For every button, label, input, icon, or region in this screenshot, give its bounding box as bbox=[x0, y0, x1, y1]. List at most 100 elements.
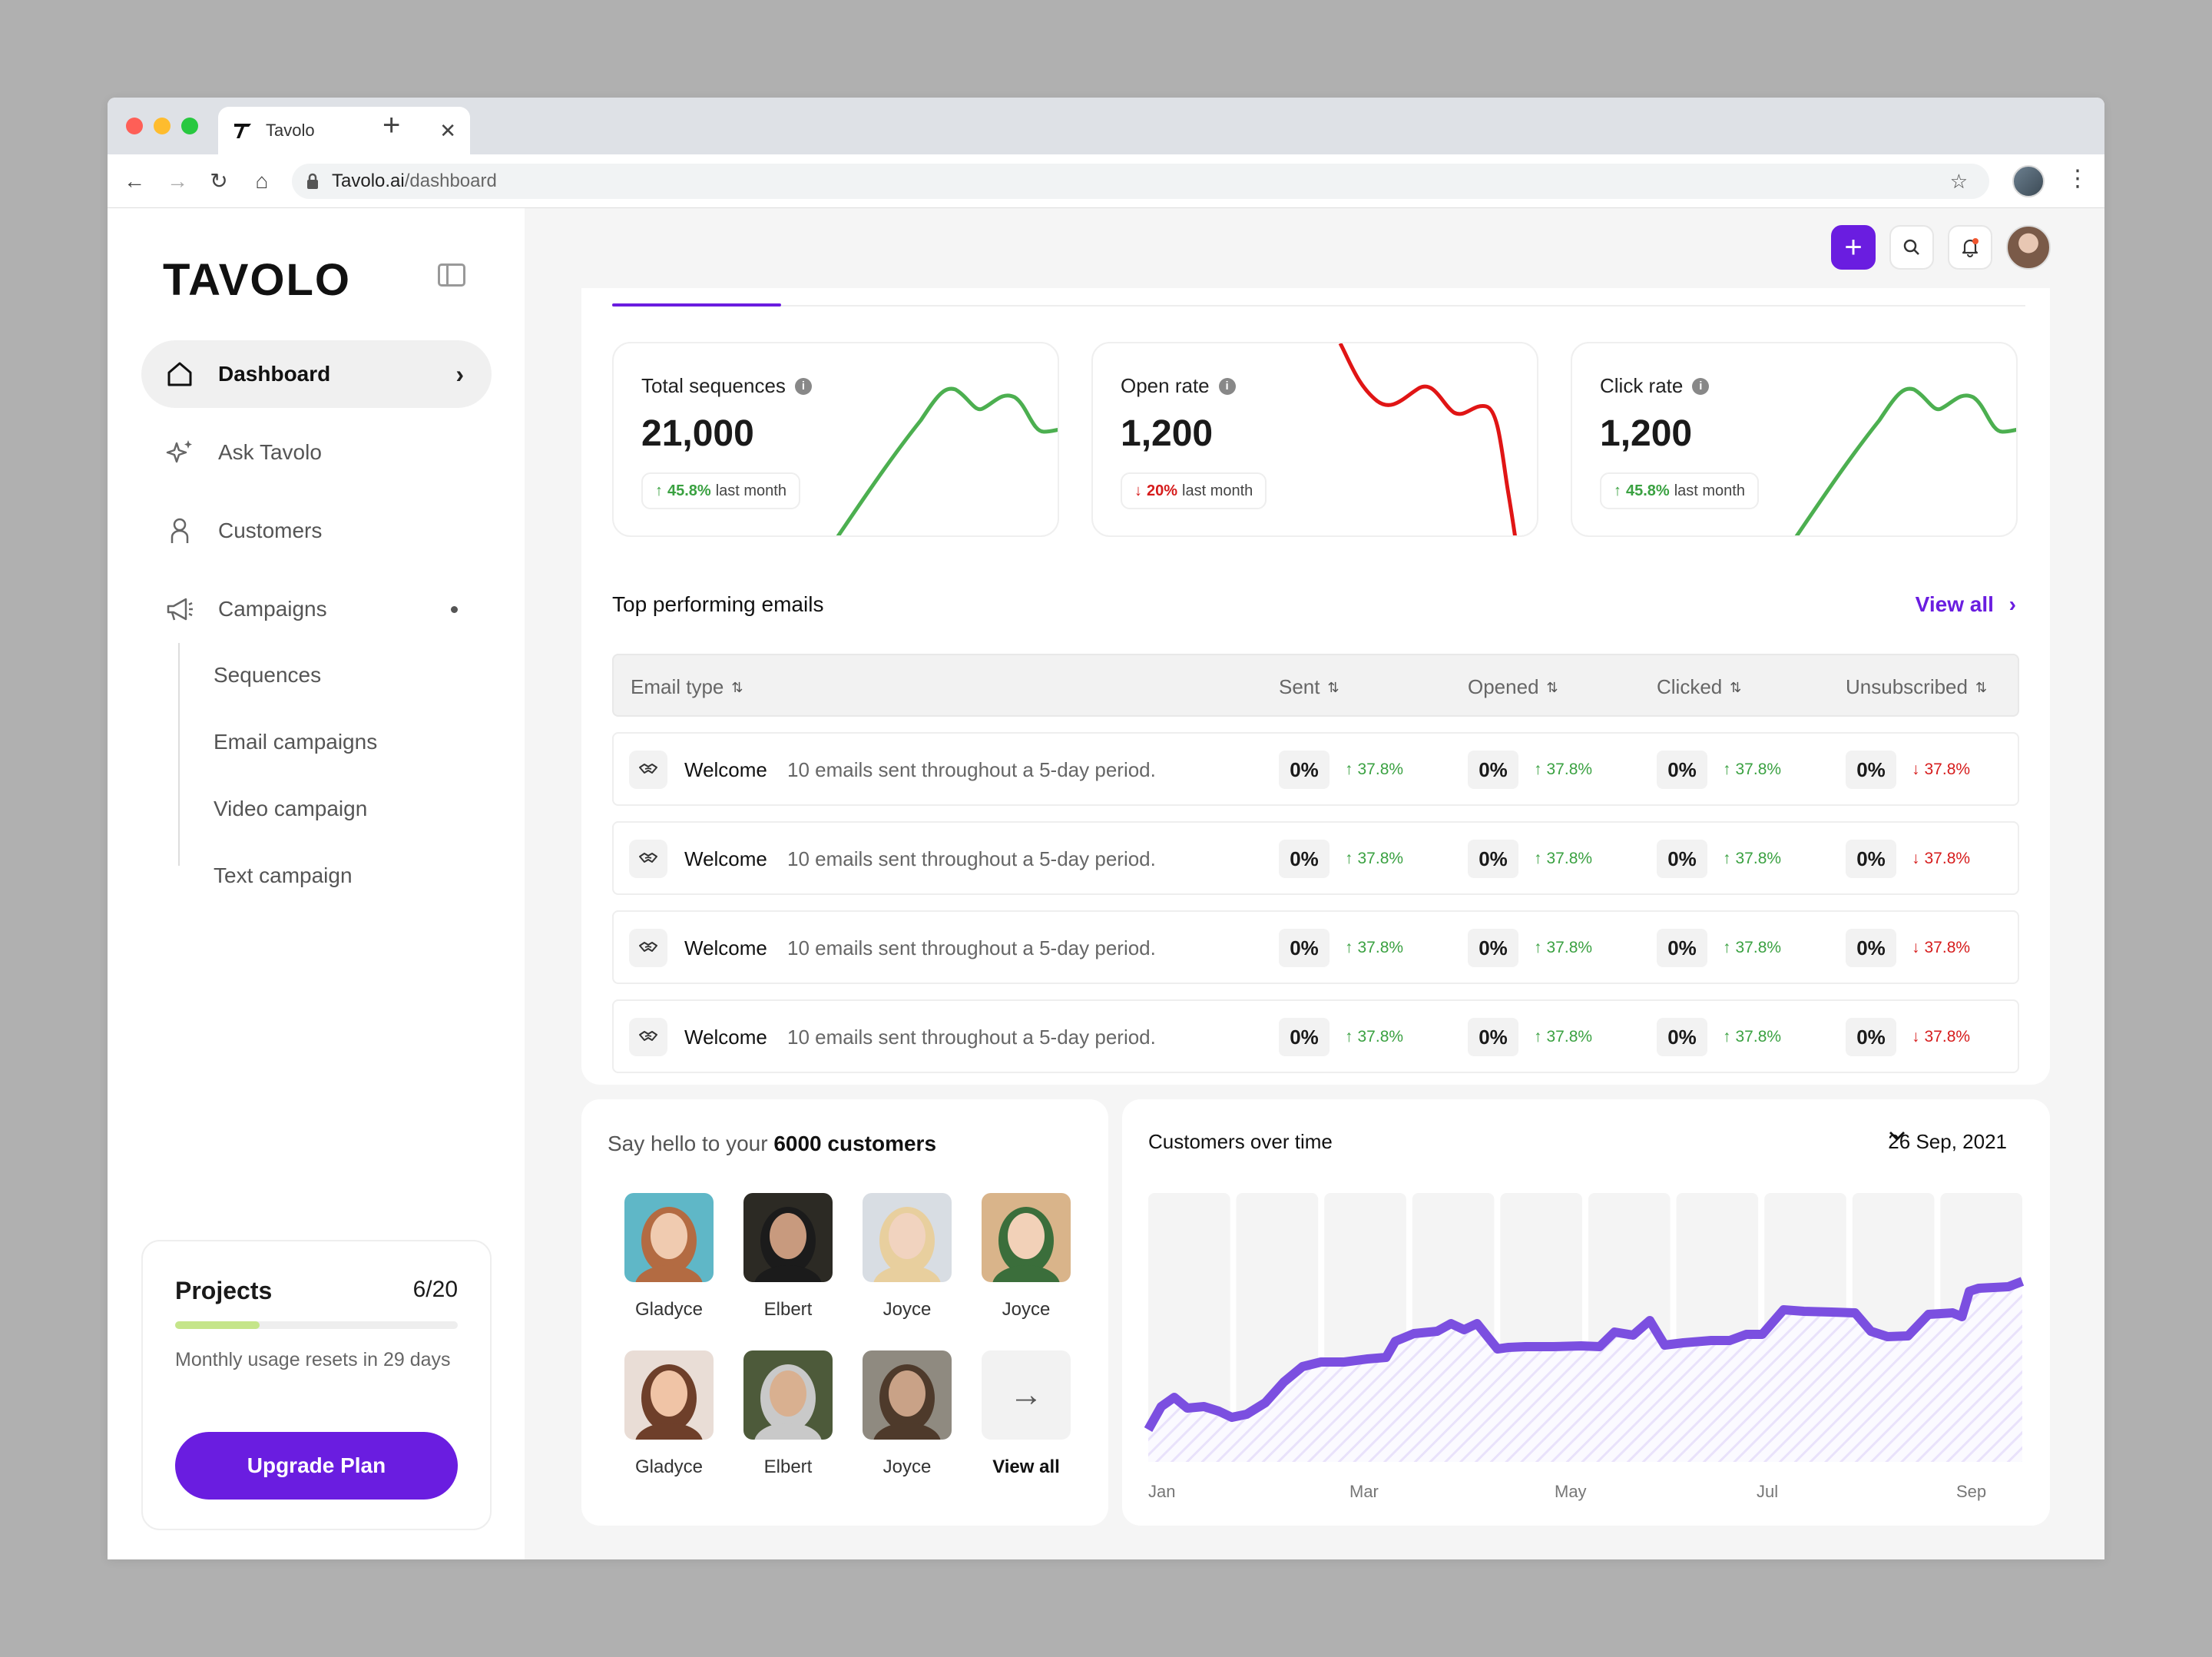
tab-underline bbox=[612, 305, 2025, 307]
url-path: /dashboard bbox=[404, 171, 497, 191]
sort-icon: ⇅ bbox=[1327, 679, 1339, 695]
user-icon bbox=[164, 515, 195, 546]
sparkline-up-icon bbox=[836, 386, 1058, 535]
customer-avatar[interactable] bbox=[982, 1193, 1071, 1282]
subnav-item-sequences[interactable]: Sequences bbox=[214, 663, 322, 687]
sidebar-collapse-icon[interactable] bbox=[438, 263, 465, 287]
metric-cell: 0% ↑ 37.8% bbox=[1279, 840, 1403, 878]
customers-title: Say hello to your 6000 customers bbox=[608, 1132, 937, 1155]
table-row[interactable]: Welcome 10 emails sent throughout a 5-da… bbox=[612, 821, 2019, 895]
metric-cell: 0% ↑ 37.8% bbox=[1468, 751, 1592, 789]
sidebar-item-label: Dashboard bbox=[218, 362, 331, 386]
sidebar-item-ask-tavolo[interactable]: Ask Tavolo bbox=[141, 419, 492, 486]
customer-avatar[interactable] bbox=[863, 1350, 952, 1440]
browser-profile-avatar[interactable] bbox=[2012, 165, 2045, 197]
bookmark-star-icon[interactable]: ☆ bbox=[1949, 170, 1968, 193]
info-icon[interactable]: i bbox=[1218, 377, 1236, 395]
column-header-unsubscribed[interactable]: Unsubscribed ⇅ bbox=[1846, 675, 1988, 698]
customer-avatar[interactable] bbox=[624, 1350, 714, 1440]
x-tick-label: Mar bbox=[1349, 1482, 1379, 1501]
column-header-clicked[interactable]: Clicked ⇅ bbox=[1657, 675, 1742, 698]
info-icon[interactable]: i bbox=[1692, 377, 1710, 395]
sort-icon: ⇅ bbox=[1730, 679, 1742, 695]
sidebar-item-customers[interactable]: Customers bbox=[141, 497, 492, 565]
top-actions: + bbox=[1831, 225, 2051, 270]
view-all-emails-link[interactable]: View all › bbox=[1915, 592, 2016, 616]
email-description: 10 emails sent throughout a 5-day period… bbox=[787, 1026, 1156, 1049]
notifications-button[interactable] bbox=[1948, 225, 1992, 270]
customer-avatar[interactable] bbox=[743, 1350, 833, 1440]
home-nav-icon[interactable]: ⌂ bbox=[255, 169, 269, 193]
arrow-up-icon: ↑ bbox=[1345, 850, 1353, 867]
subnav-item-email-campaigns[interactable]: Email campaigns bbox=[214, 730, 378, 754]
date-picker[interactable]: 26 Sep, 2021 bbox=[1888, 1130, 2007, 1153]
sort-icon: ⇅ bbox=[1975, 679, 1988, 695]
forward-icon[interactable]: → bbox=[167, 169, 188, 193]
metric-cell: 0% ↑ 37.8% bbox=[1468, 929, 1592, 967]
search-button[interactable] bbox=[1889, 225, 1934, 270]
sidebar: TAVOLO Dashboard › Ask Tavolo Customer bbox=[108, 208, 525, 1559]
browser-tab[interactable]: Tavolo ✕ bbox=[218, 107, 470, 154]
subnav-item-text-campaign[interactable]: Text campaign bbox=[214, 863, 353, 887]
reload-icon[interactable]: ↻ bbox=[210, 169, 228, 193]
arrow-up-icon: ↑ bbox=[1534, 1028, 1542, 1046]
view-all-customers-button[interactable]: → bbox=[982, 1350, 1071, 1440]
close-tab-icon[interactable]: ✕ bbox=[439, 118, 456, 142]
customer-avatar[interactable] bbox=[743, 1193, 833, 1282]
user-avatar[interactable] bbox=[2006, 225, 2051, 270]
add-button[interactable]: + bbox=[1831, 225, 1876, 270]
email-name: Welcome bbox=[684, 1026, 767, 1049]
column-header-opened[interactable]: Opened ⇅ bbox=[1468, 675, 1558, 698]
sidebar-item-dashboard[interactable]: Dashboard › bbox=[141, 340, 492, 408]
email-description: 10 emails sent throughout a 5-day period… bbox=[787, 847, 1156, 870]
back-icon[interactable]: ← bbox=[124, 169, 145, 193]
chart-column-bg bbox=[1148, 1193, 1230, 1462]
table-row[interactable]: Welcome 10 emails sent throughout a 5-da… bbox=[612, 910, 2019, 984]
info-icon[interactable]: i bbox=[794, 377, 812, 395]
metric-value: 0% bbox=[1657, 751, 1707, 789]
arrow-up-icon: ↑ bbox=[1614, 482, 1621, 499]
arrow-up-icon: ↑ bbox=[1534, 939, 1542, 956]
x-tick-label: May bbox=[1555, 1482, 1587, 1501]
column-header-email-type[interactable]: Email type ⇅ bbox=[631, 675, 743, 698]
metric-delta: ↑ 37.8% bbox=[1534, 761, 1593, 778]
view-all-customers-label[interactable]: View all bbox=[992, 1457, 1060, 1477]
chart-line bbox=[1144, 1277, 2025, 1432]
subnav-line bbox=[178, 643, 180, 866]
handshake-icon bbox=[629, 751, 667, 789]
metric-cell: 0% ↑ 37.8% bbox=[1468, 840, 1592, 878]
arrow-up-icon: ↑ bbox=[1723, 1028, 1731, 1046]
column-header-sent[interactable]: Sent ⇅ bbox=[1279, 675, 1339, 698]
metric-delta: ↑ 37.8% bbox=[1723, 850, 1782, 867]
stat-card-open-rate: Open rate i 1,200 ↓ 20% last month bbox=[1091, 342, 1538, 537]
new-tab-button[interactable]: + bbox=[382, 108, 401, 142]
email-name: Welcome bbox=[684, 758, 767, 781]
minimize-window-button[interactable] bbox=[154, 118, 171, 134]
customer-name: Gladyce bbox=[634, 1457, 704, 1477]
handshake-icon bbox=[629, 929, 667, 967]
active-tab-indicator[interactable] bbox=[612, 303, 781, 307]
customers-chart-card: Customers over time 26 Sep, 2021 Jan Mar M… bbox=[1122, 1099, 2050, 1526]
upgrade-plan-button[interactable]: Upgrade Plan bbox=[175, 1432, 458, 1500]
customer-avatar[interactable] bbox=[624, 1193, 714, 1282]
tab-title: Tavolo bbox=[266, 121, 315, 140]
sidebar-item-campaigns[interactable]: Campaigns bbox=[141, 575, 492, 643]
metric-value: 0% bbox=[1657, 1018, 1707, 1056]
metric-value: 0% bbox=[1657, 840, 1707, 878]
url-bar[interactable]: Tavolo.ai/dashboard ☆ bbox=[292, 164, 1989, 199]
projects-progress-fill bbox=[175, 1321, 260, 1329]
x-tick-label: Jul bbox=[1757, 1482, 1778, 1501]
table-row[interactable]: Welcome 10 emails sent throughout a 5-da… bbox=[612, 999, 2019, 1073]
arrow-up-icon: ↑ bbox=[1345, 761, 1353, 778]
metric-value: 0% bbox=[1657, 929, 1707, 967]
customer-name: Elbert bbox=[763, 1299, 813, 1320]
maximize-window-button[interactable] bbox=[181, 118, 198, 134]
table-row[interactable]: Welcome 10 emails sent throughout a 5-da… bbox=[612, 732, 2019, 806]
close-window-button[interactable] bbox=[126, 118, 143, 134]
subnav-item-video-campaign[interactable]: Video campaign bbox=[214, 797, 368, 820]
customer-avatar[interactable] bbox=[863, 1193, 952, 1282]
metric-value: 0% bbox=[1468, 840, 1518, 878]
table-header: Email type ⇅ Sent ⇅ Opened ⇅ Clicked ⇅ Unsub… bbox=[612, 654, 2019, 717]
browser-menu-icon[interactable]: ⋮ bbox=[2066, 166, 2089, 191]
arrow-up-icon: ↑ bbox=[1534, 761, 1542, 778]
